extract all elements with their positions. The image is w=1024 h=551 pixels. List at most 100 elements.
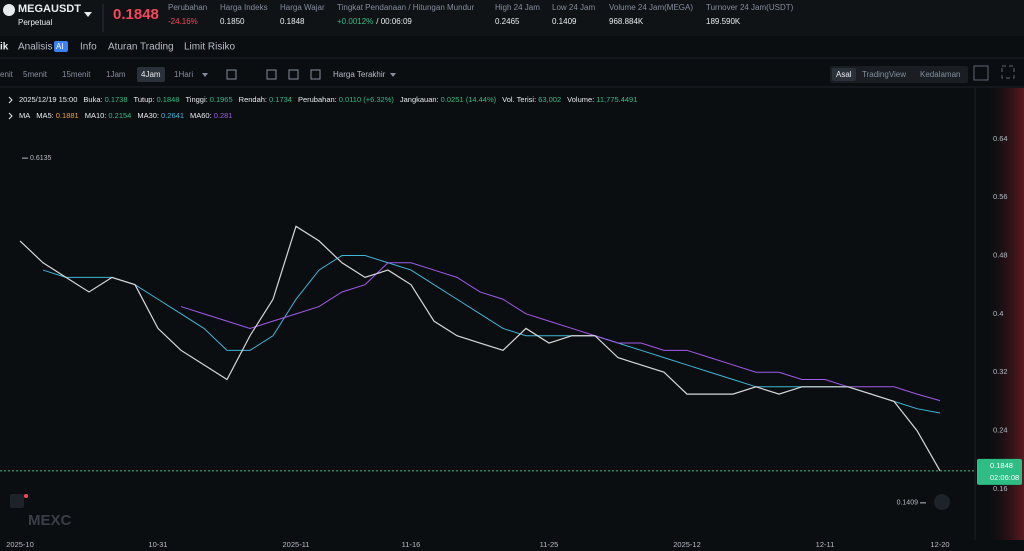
indicator-icon[interactable]	[266, 69, 277, 80]
ma-label: MA5:	[36, 111, 54, 120]
stat-label: Turnover 24 Jam(USDT)	[706, 3, 794, 12]
price-line	[19, 225, 941, 472]
x-tick-label: 12-11	[816, 540, 835, 549]
active-view	[832, 68, 856, 81]
view-option[interactable]: Asal	[836, 70, 852, 79]
y-tick-label: 0.32	[993, 367, 1008, 376]
last-price-label: 0.1848	[990, 461, 1013, 470]
stat-value: 968.884K	[609, 17, 644, 26]
ohlc-label: Vol. Terisi:	[502, 95, 536, 104]
x-tick-label: 12-20	[930, 540, 949, 549]
countdown: 02:06:08	[990, 473, 1019, 482]
tab[interactable]: Analisis	[18, 42, 52, 53]
view-switch	[830, 66, 968, 83]
stat-value: +0.0012%/ 00:06:09	[337, 17, 412, 26]
stat-value: 0.2465	[495, 17, 520, 26]
stat-label: High 24 Jam	[495, 3, 540, 12]
stat-label: Volume 24 Jam(MEGA)	[609, 3, 693, 12]
ma-line	[180, 262, 941, 402]
ohlc-info: 2025/12/19 15:00 Buka: 0.1738 Tutup: 0.1848 T…	[19, 95, 637, 104]
fullscreen-icon[interactable]	[1001, 65, 1015, 79]
ohlc-label: Jangkauan:	[400, 95, 439, 104]
y-tick-label: 0.4	[993, 309, 1003, 318]
tool-button[interactable]	[10, 494, 24, 508]
ohlc-value: 11,775.4491	[596, 95, 637, 104]
active-interval	[137, 67, 165, 82]
ohlc-label: Volume:	[567, 95, 594, 104]
stat-value: +0.0012%	[337, 17, 373, 26]
y-tick-label: 0.56	[993, 192, 1008, 201]
tab[interactable]: Limit Risiko	[184, 42, 236, 53]
notify-dot	[24, 494, 28, 498]
stat-value: 0.1850	[220, 17, 245, 26]
x-tick-label: 10-31	[148, 540, 167, 549]
ohlc-value: 0.0110 (+6.32%)	[339, 95, 395, 104]
tab[interactable]: AI	[56, 42, 64, 51]
price-source[interactable]: Harga Terakhir	[333, 70, 386, 79]
x-tick-label: 2025-12	[673, 540, 701, 549]
y-tick-label: 0.48	[993, 250, 1008, 259]
ohlc-label: Buka:	[83, 95, 102, 104]
high-label: 0.6135	[30, 155, 52, 162]
interval[interactable]: enit	[0, 70, 14, 79]
stat-value: 968.884K	[609, 17, 644, 26]
tool-button[interactable]	[934, 494, 950, 510]
stat-value: 0.1850	[220, 17, 245, 26]
contract: Perpetual	[18, 18, 52, 27]
stat-value: -24.16%	[168, 17, 198, 26]
ma-legend: MA MA5: 0.1881 MA10: 0.2154 MA30: 0.2641 MA60: 0…	[19, 111, 232, 120]
dropdown-icon[interactable]	[202, 73, 208, 77]
last-price: 0.1848	[113, 6, 159, 23]
view-option[interactable]: TradingView	[862, 70, 906, 79]
dropdown-icon[interactable]	[390, 73, 396, 77]
candle-icon[interactable]	[226, 69, 237, 80]
x-tick-label: 2025-11	[283, 540, 310, 549]
stat-value: 0.1848	[280, 17, 305, 26]
stat-value: 189.590K	[706, 17, 741, 26]
ma-label: MA30:	[137, 111, 159, 120]
ma-value: 0.2154	[108, 111, 131, 120]
ohlc-value: 0.1734	[269, 95, 292, 104]
ma-label: MA10:	[85, 111, 107, 120]
interval[interactable]: 15menit	[62, 70, 91, 79]
low-label: 0.1409	[897, 500, 919, 507]
stat-label: Harga Wajar	[280, 3, 325, 12]
dropdown-icon[interactable]	[84, 12, 92, 17]
ohlc-time: 2025/12/19 15:00	[19, 95, 77, 104]
symbol: MEGAUSDT	[18, 3, 81, 15]
camera-icon[interactable]	[310, 69, 321, 80]
stat-value: 0.1848	[280, 17, 305, 26]
watermark: MEXC	[28, 512, 72, 529]
ohlc-value: 63,002	[538, 95, 561, 104]
stat-value: 0.2465	[495, 17, 520, 26]
collapse-icon	[8, 96, 13, 104]
interval[interactable]: 5menit	[23, 70, 48, 79]
stat-label: Perubahan	[168, 3, 207, 12]
stat-value: -24.16%	[168, 17, 198, 26]
stat-extra: / 00:06:09	[376, 17, 412, 26]
tab[interactable]: Aturan Trading	[108, 42, 174, 53]
ohlc-label: Tutup:	[134, 95, 155, 104]
header-bar	[0, 0, 1024, 36]
stat-label: Tingkat Pendanaan / Hitungan Mundur	[337, 3, 474, 12]
tab[interactable]: ik	[0, 42, 9, 53]
ohlc-label: Tinggi:	[185, 95, 207, 104]
stat-label: Low 24 Jam	[552, 3, 595, 12]
interval[interactable]: 1Jam	[106, 70, 126, 79]
ma-value: 0.281	[214, 111, 233, 120]
settings-icon[interactable]	[973, 65, 989, 81]
y-tick-label: 0.16	[993, 484, 1008, 493]
interval[interactable]: 4Jam	[141, 70, 161, 79]
layout-icon[interactable]	[288, 69, 299, 80]
stat-value: 189.590K	[706, 17, 741, 26]
view-option[interactable]: Kedalaman	[920, 70, 960, 79]
ai-badge	[54, 41, 68, 52]
stat-value: 0.1409	[552, 17, 577, 26]
y-tick-label: 0.64	[993, 134, 1008, 143]
tab[interactable]: Info	[80, 42, 97, 53]
interval[interactable]: 1Hari	[174, 70, 193, 79]
x-tick-label: 11-25	[540, 540, 559, 549]
ma-value: 0.2641	[161, 111, 184, 120]
